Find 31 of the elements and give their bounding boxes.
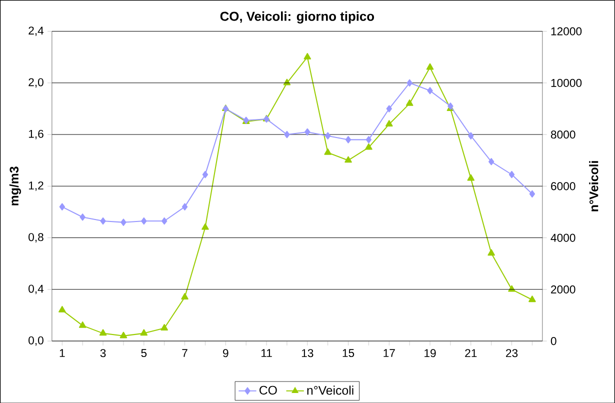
y-tick-label: 0,4 [28,284,44,294]
y-tick-label: 0,8 [28,232,44,242]
x-tick-label: 23 [506,348,518,357]
y-tick-label: 2,4 [28,26,44,36]
y2-tick-label: 6000 [551,182,576,190]
chart-title: CO, Veicoli: giorno tipico [220,11,374,24]
y2-tick-label: 8000 [550,130,576,138]
x-tick-label: 11 [261,348,272,357]
x-tick-label: 3 [100,348,106,357]
legend-label: n°Veicoli [307,386,354,395]
x-tick-label: 19 [424,348,436,357]
y-tick-label: 1,6 [28,130,44,140]
x-tick-label: 7 [182,348,188,357]
x-tick-label: 17 [384,348,395,357]
y-tick-label: 2,0 [28,78,44,88]
y2-tick-label: 0 [550,336,556,345]
y2-axis-title: n°Veicoli [589,160,598,212]
y-axis-title: mg/m3 [9,166,22,206]
y2-tick-label: 4000 [550,234,576,242]
x-tick-label: 9 [223,348,228,357]
y2-tick-label: 2000 [551,285,576,294]
y-tick-label: 0,0 [28,336,44,346]
y-tick-label: 1,2 [28,181,44,191]
x-tick-label: 13 [302,348,314,357]
y2-tick-label: 12000 [551,27,582,36]
x-tick-label: 5 [141,348,147,357]
legend-label: CO [260,386,277,394]
y2-tick-label: 10000 [551,78,582,87]
x-tick-label: 1 [60,348,65,357]
x-tick-label: 15 [342,348,354,357]
x-tick-label: 21 [465,348,477,357]
